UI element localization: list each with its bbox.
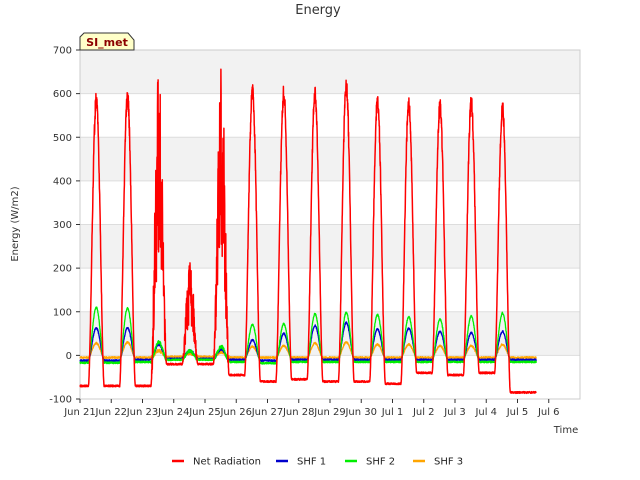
x-tick-label: Jul 5 — [506, 407, 529, 418]
y-tick-label: -100 — [49, 395, 72, 406]
legend: Net Radiation SHF 1 SHF 2 SHF 3 — [172, 457, 463, 468]
x-tick-label: Jun 22 — [94, 407, 127, 418]
x-tick-label: Jun 26 — [219, 407, 252, 418]
x-tick-label: Jul 3 — [443, 407, 466, 418]
y-tick-label: 600 — [53, 89, 72, 100]
y-tick-label: 0 — [66, 351, 72, 362]
x-tick-label: Jun 24 — [157, 407, 190, 418]
x-tick-label: Jun 30 — [344, 407, 377, 418]
legend-label: Net Radiation — [193, 457, 261, 468]
x-tick-label: Jul 6 — [537, 407, 560, 418]
series-line-net-radiation — [79, 68, 537, 395]
x-tick-label: Jul 1 — [381, 407, 404, 418]
y-tick-label: 400 — [53, 176, 72, 187]
y-tick-label: 300 — [53, 220, 72, 231]
y-tick-label: 700 — [53, 46, 72, 57]
x-axis-ticks: Jun 21 Jun 22 Jun 23 Jun 24 Jun 25 Jun 26 Jun … — [63, 399, 560, 418]
x-tick-label: Jun 28 — [282, 407, 315, 418]
x-tick-label: Jun 27 — [251, 407, 284, 418]
x-tick-label: Jun 29 — [313, 407, 346, 418]
y-axis-title: Energy (W/m2) — [10, 186, 21, 261]
site-badge-shape — [79, 32, 135, 51]
site-badge: SI_met — [79, 32, 135, 51]
y-tick-label: 500 — [53, 133, 72, 144]
y-tick-label: 200 — [53, 264, 72, 275]
chart-title: Energy — [295, 3, 341, 18]
y-tick-label: 100 — [53, 307, 72, 318]
grid-band — [80, 50, 580, 94]
x-axis-title: Time — [553, 425, 578, 436]
legend-label: SHF 1 — [297, 457, 326, 468]
x-tick-label: Jun 23 — [126, 407, 159, 418]
legend-label: SHF 2 — [366, 457, 395, 468]
legend-label: SHF 3 — [434, 457, 463, 468]
x-tick-label: Jun 25 — [188, 407, 221, 418]
series-group — [79, 68, 537, 395]
grid-band — [80, 137, 580, 181]
x-tick-label: Jul 2 — [412, 407, 435, 418]
site-badge-label: SI_met — [86, 36, 128, 49]
x-tick-label: Jun 21 — [63, 407, 96, 418]
x-tick-label: Jul 4 — [474, 407, 497, 418]
y-axis-ticks: -100 0 100 200 300 400 500 600 700 — [49, 46, 80, 406]
